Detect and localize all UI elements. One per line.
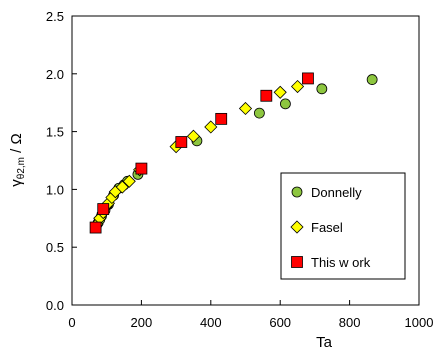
x-axis-ticks: 0 200 400 600 800 1000 (68, 300, 433, 330)
y-axis-label: γθ2,m / Ω (8, 133, 27, 186)
diamond-point (290, 79, 305, 94)
x-tick-label: 0 (68, 315, 75, 330)
legend-label: Fasel (311, 220, 343, 235)
y-axis-label-main: γ (8, 179, 25, 187)
data-points (89, 72, 378, 234)
square-point (89, 221, 102, 234)
y-tick-label: 2.0 (46, 67, 64, 82)
square-point (302, 72, 314, 85)
legend: Donnelly Fasel This w ork (280, 172, 406, 280)
y-tick-label: 0.0 (46, 298, 64, 313)
legend-marker-circle (291, 186, 303, 198)
diamond-point (204, 120, 218, 134)
y-tick-label: 1.5 (46, 125, 64, 140)
x-tick-label: 400 (200, 315, 222, 330)
legend-label: This w ork (311, 255, 371, 270)
x-tick-label: 1000 (405, 315, 434, 330)
diamond-point (238, 101, 253, 116)
y-tick-label: 2.5 (46, 9, 64, 24)
circle-point (280, 98, 291, 110)
diamond-point (115, 180, 129, 194)
legend-marker-square (291, 256, 303, 268)
circle-point (366, 74, 378, 85)
series-square (89, 72, 314, 234)
y-axis-label-tail: / Ω (8, 133, 25, 157)
square-point (135, 162, 148, 175)
diamond-point (122, 174, 136, 188)
square-point (97, 203, 110, 215)
circle-point (316, 83, 328, 95)
circle-point (253, 107, 265, 119)
square-point (175, 136, 188, 148)
y-tick-label: 1.0 (46, 182, 64, 197)
diamond-point (186, 129, 201, 143)
square-point (260, 89, 273, 102)
x-axis-label: Ta (316, 334, 333, 351)
diamond-point (273, 85, 287, 99)
y-tick-label: 0.5 (46, 240, 64, 255)
legend-marker-diamond (290, 220, 304, 234)
x-tick-label: 200 (131, 315, 153, 330)
x-tick-label: 800 (339, 315, 361, 330)
square-point (215, 112, 228, 125)
y-axis-ticks: 0.0 0.5 1.0 1.5 2.0 2.5 (46, 9, 77, 313)
x-tick-label: 600 (269, 315, 291, 330)
legend-label: Donnelly (311, 185, 362, 200)
y-axis-label-sub: θ2,m (16, 157, 27, 179)
